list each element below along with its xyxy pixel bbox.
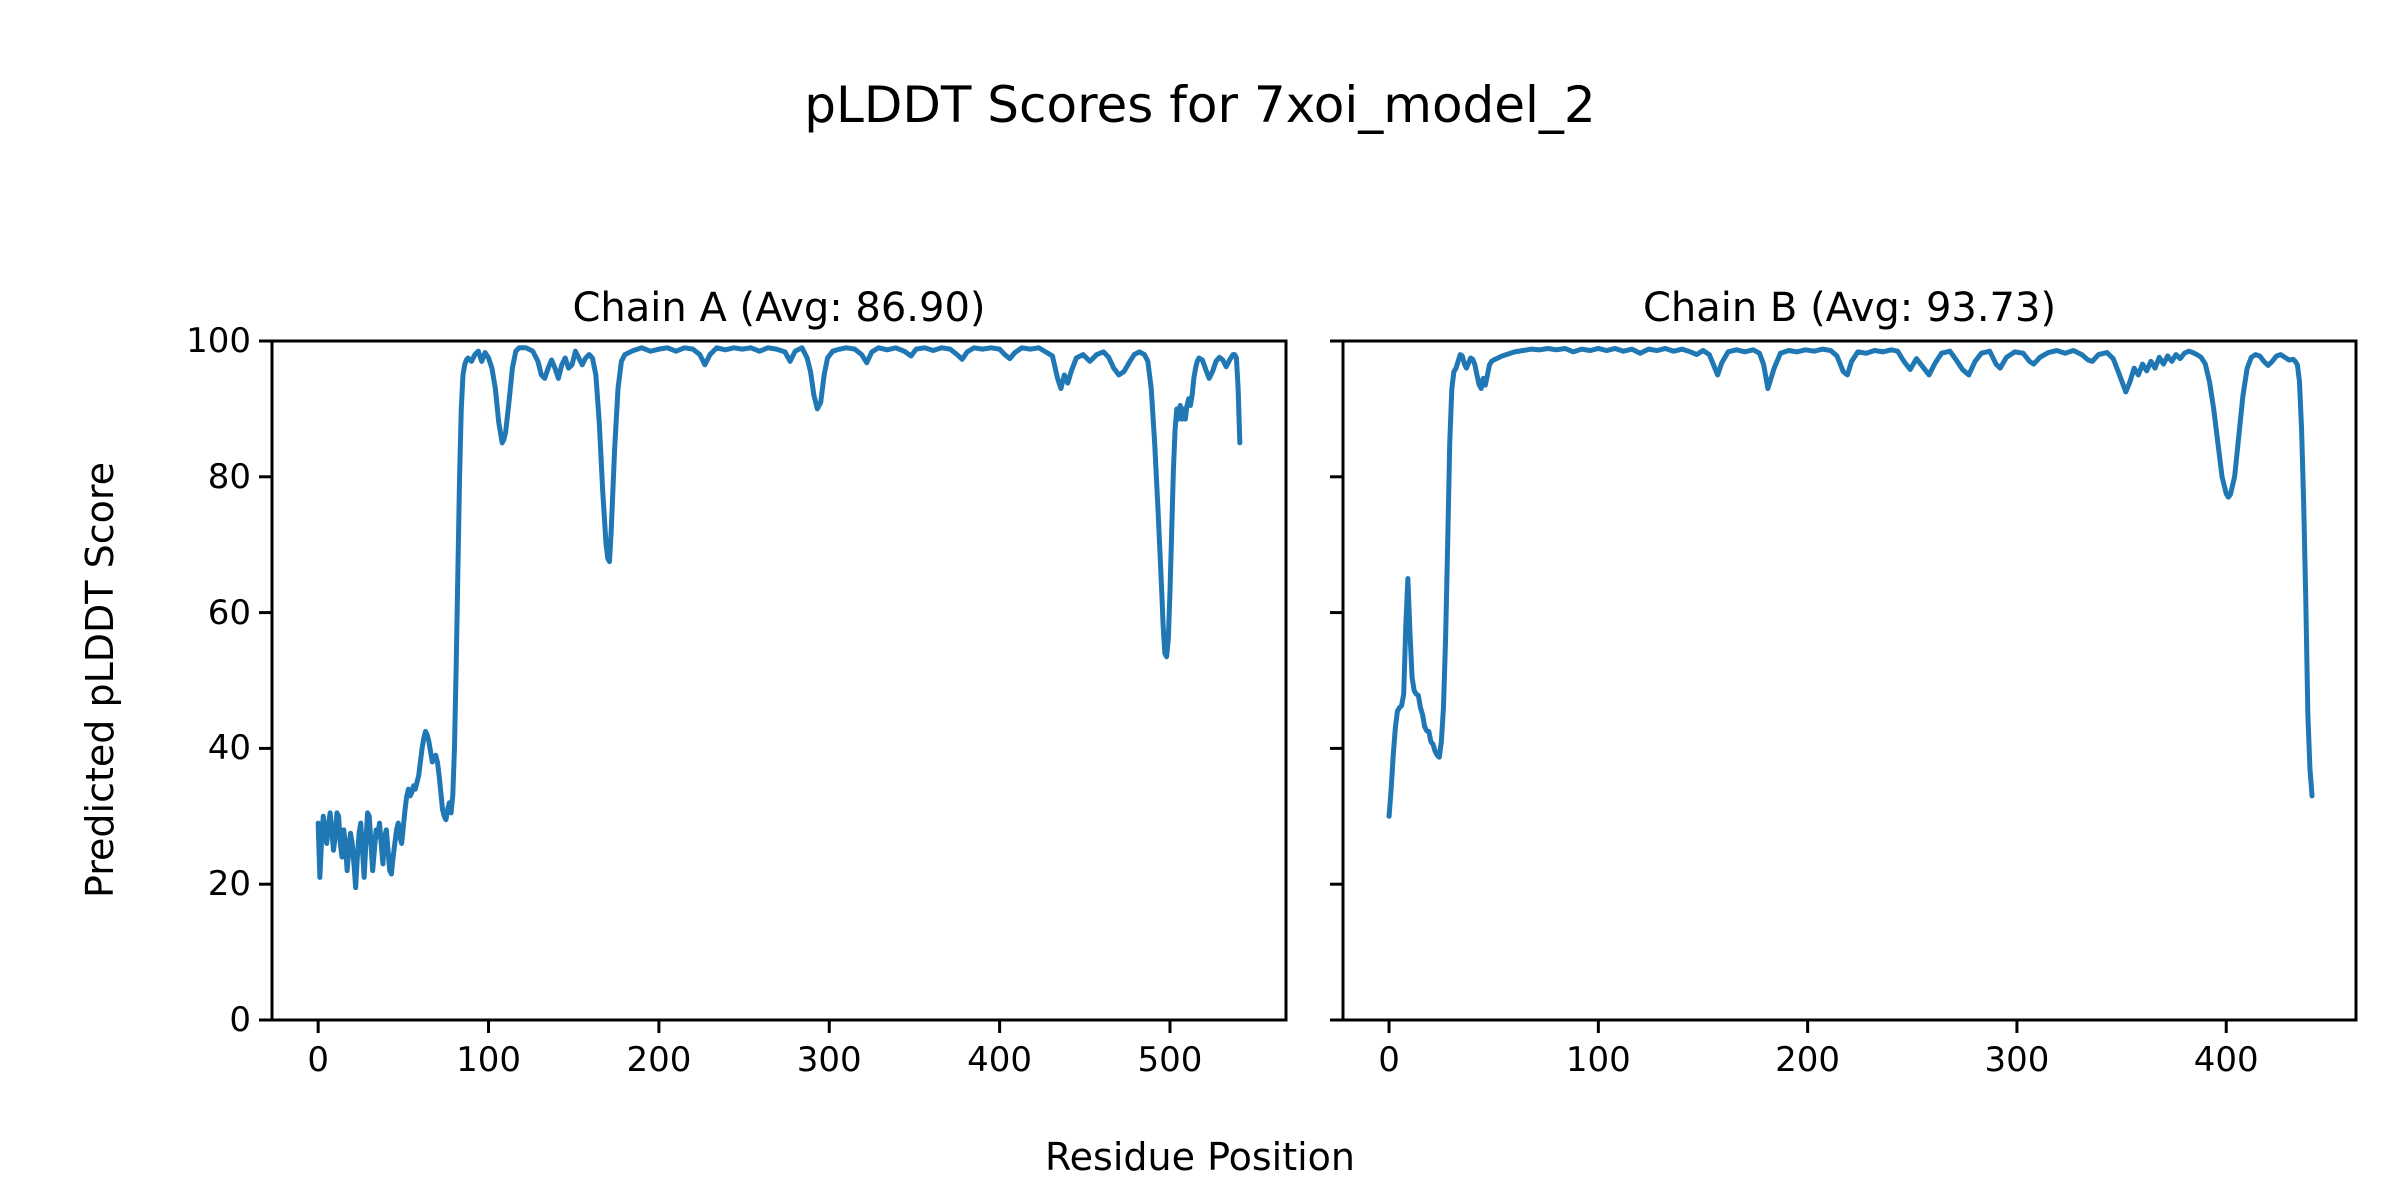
y-tick-label: 20 — [207, 864, 251, 905]
y-tick-label: 40 — [207, 728, 251, 769]
x-axis-label: Residue Position — [1044, 1135, 1356, 1179]
chain-a-title: Chain A (Avg: 86.90) — [572, 285, 986, 331]
axes-spines — [1341, 339, 2358, 1022]
plddt-line-chain-b — [1386, 345, 2315, 819]
figure-title: pLDDT Scores for 7xoi_model_2 — [804, 76, 1596, 134]
axis-ticks — [259, 339, 1172, 1033]
y-tick-label: 80 — [207, 456, 251, 497]
chain-a-axes: Chain A (Avg: 86.90) — [259, 285, 1288, 1033]
x-tick-label: 0 — [1378, 1040, 1400, 1080]
axis-ticks — [1330, 339, 2228, 1033]
x-tick-label: 200 — [1775, 1040, 1841, 1080]
x-tick-label: 300 — [796, 1040, 862, 1080]
chain-b-title: Chain B (Avg: 93.73) — [1642, 285, 2057, 331]
y-tick-label: 60 — [207, 592, 251, 633]
x-tick-label: 200 — [626, 1040, 692, 1080]
axes-spines — [270, 339, 1288, 1022]
y-tick-label: 0 — [229, 1000, 251, 1040]
x-tick-label: 400 — [2193, 1040, 2259, 1080]
x-tick-label: 400 — [967, 1040, 1033, 1080]
plddt-line-chain-a — [315, 345, 1243, 891]
y-tick-label: 100 — [186, 321, 251, 361]
x-tick-label: 300 — [1984, 1040, 2050, 1080]
chain-b-line-chart — [1330, 339, 2358, 1033]
x-tick-label: 500 — [1137, 1040, 1203, 1080]
y-axis-label: Predicted pLDDT Score — [78, 462, 122, 898]
x-tick-label: 0 — [307, 1040, 329, 1080]
x-tick-label: 100 — [456, 1040, 521, 1080]
chain-b-axes: Chain B (Avg: 93.73) — [1330, 285, 2358, 1033]
chain-a-line-chart — [259, 339, 1288, 1033]
x-tick-label: 100 — [1565, 1040, 1631, 1080]
